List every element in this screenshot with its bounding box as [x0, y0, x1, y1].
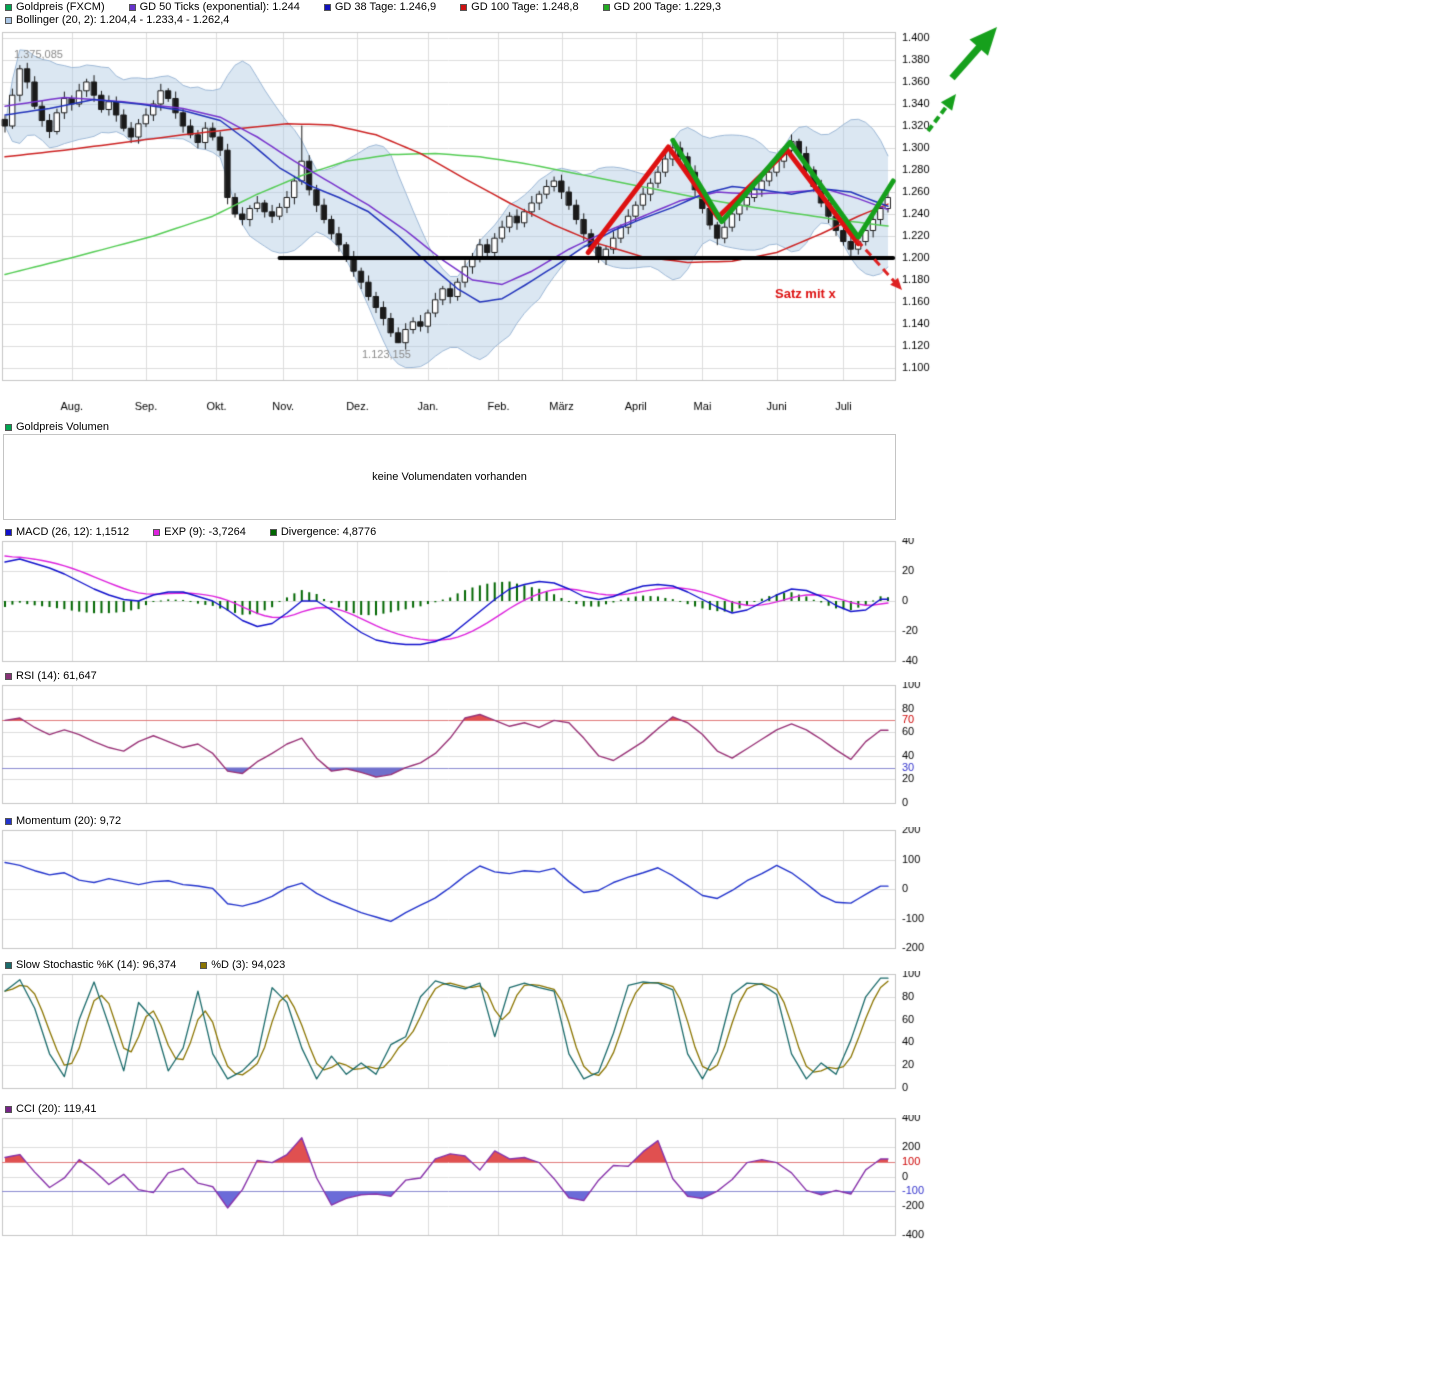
- legend-label: Divergence: 4,8776: [280, 526, 377, 538]
- legend-color-swatch: [602, 3, 610, 11]
- legend-item: Slow Stochastic %K (14): 96,374: [5, 959, 176, 971]
- legend-color-swatch: [5, 817, 12, 825]
- legend-item: EXP (9): -3,7264: [153, 526, 246, 538]
- legend-label: %D (3): 94,023: [211, 959, 286, 971]
- legend-label: MACD (26, 12): 1,1512: [16, 526, 130, 538]
- legend-label: GD 50 Ticks (exponential): 1.244: [139, 1, 300, 13]
- legend-label: CCI (20): 119,41: [16, 1103, 97, 1115]
- legend-label: Bollinger (20, 2): 1.204,4 - 1.233,4 - 1…: [16, 14, 230, 26]
- cci-legend-row: CCI (20): 119,41: [5, 1103, 97, 1115]
- trend-arrows-canvas: [915, 10, 1045, 150]
- legend-item: GD 200 Tage: 1.229,3: [602, 1, 722, 13]
- price-legend-row-2: Bollinger (20, 2): 1.204,4 - 1.233,4 - 1…: [5, 14, 229, 26]
- legend-color-swatch: [5, 961, 12, 969]
- legend-item: GD 50 Ticks (exponential): 1.244: [128, 1, 300, 13]
- legend-color-swatch: [5, 528, 12, 536]
- legend-item: %D (3): 94,023: [200, 959, 285, 971]
- legend-item: Momentum (20): 9,72: [5, 815, 121, 827]
- legend-item: Divergence: 4,8776: [269, 526, 377, 538]
- momentum-legend-row: Momentum (20): 9,72: [5, 815, 121, 827]
- legend-color-swatch: [153, 528, 161, 536]
- legend-label: Goldpreis (FXCM): [16, 1, 105, 13]
- momentum-chart-canvas: [0, 827, 935, 957]
- price-legend-row-1: Goldpreis (FXCM) GD 50 Ticks (exponential…: [5, 1, 721, 13]
- legend-label: Momentum (20): 9,72: [16, 815, 122, 827]
- legend-color-swatch: [128, 3, 136, 11]
- legend-label: GD 200 Tage: 1.229,3: [613, 1, 722, 13]
- legend-color-swatch: [5, 423, 12, 431]
- volume-empty-box: keine Volumendaten vorhanden: [3, 434, 896, 520]
- legend-item: GD 100 Tage: 1.248,8: [460, 1, 579, 13]
- macd-chart-canvas: [0, 538, 935, 673]
- rsi-legend-row: RSI (14): 61,647: [5, 670, 97, 682]
- rsi-chart-canvas: [0, 682, 935, 812]
- stochastic-chart-canvas: [0, 971, 935, 1095]
- volume-empty-message: keine Volumendaten vorhanden: [372, 471, 527, 483]
- legend-item: Bollinger (20, 2): 1.204,4 - 1.233,4 - 1…: [5, 14, 229, 26]
- legend-color-swatch: [5, 1105, 12, 1113]
- legend-color-swatch: [5, 3, 12, 11]
- legend-item: MACD (26, 12): 1,1512: [5, 526, 129, 538]
- legend-color-swatch: [5, 672, 12, 680]
- legend-color-swatch: [460, 3, 468, 11]
- legend-item: GD 38 Tage: 1.246,9: [323, 1, 437, 13]
- legend-label: RSI (14): 61,647: [16, 670, 97, 682]
- legend-label: Slow Stochastic %K (14): 96,374: [16, 959, 177, 971]
- legend-color-swatch: [5, 16, 12, 24]
- legend-item: RSI (14): 61,647: [5, 670, 97, 682]
- legend-label: EXP (9): -3,7264: [164, 526, 246, 538]
- legend-item: Goldpreis Volumen: [5, 421, 109, 433]
- volume-legend-row: Goldpreis Volumen: [5, 421, 109, 433]
- legend-color-swatch: [200, 961, 208, 969]
- price-chart-canvas: [0, 28, 935, 418]
- legend-color-swatch: [323, 3, 331, 11]
- legend-label: GD 38 Tage: 1.246,9: [334, 1, 437, 13]
- legend-color-swatch: [269, 528, 277, 536]
- cci-chart-canvas: [0, 1115, 935, 1250]
- legend-item: Goldpreis (FXCM): [5, 1, 105, 13]
- macd-legend-row: MACD (26, 12): 1,1512 EXP (9): -3,7264 Div…: [5, 526, 376, 538]
- legend-label: Goldpreis Volumen: [16, 421, 109, 433]
- stochastic-legend-row: Slow Stochastic %K (14): 96,374 %D (3): 9…: [5, 959, 285, 971]
- legend-label: GD 100 Tage: 1.248,8: [471, 1, 579, 13]
- legend-item: CCI (20): 119,41: [5, 1103, 97, 1115]
